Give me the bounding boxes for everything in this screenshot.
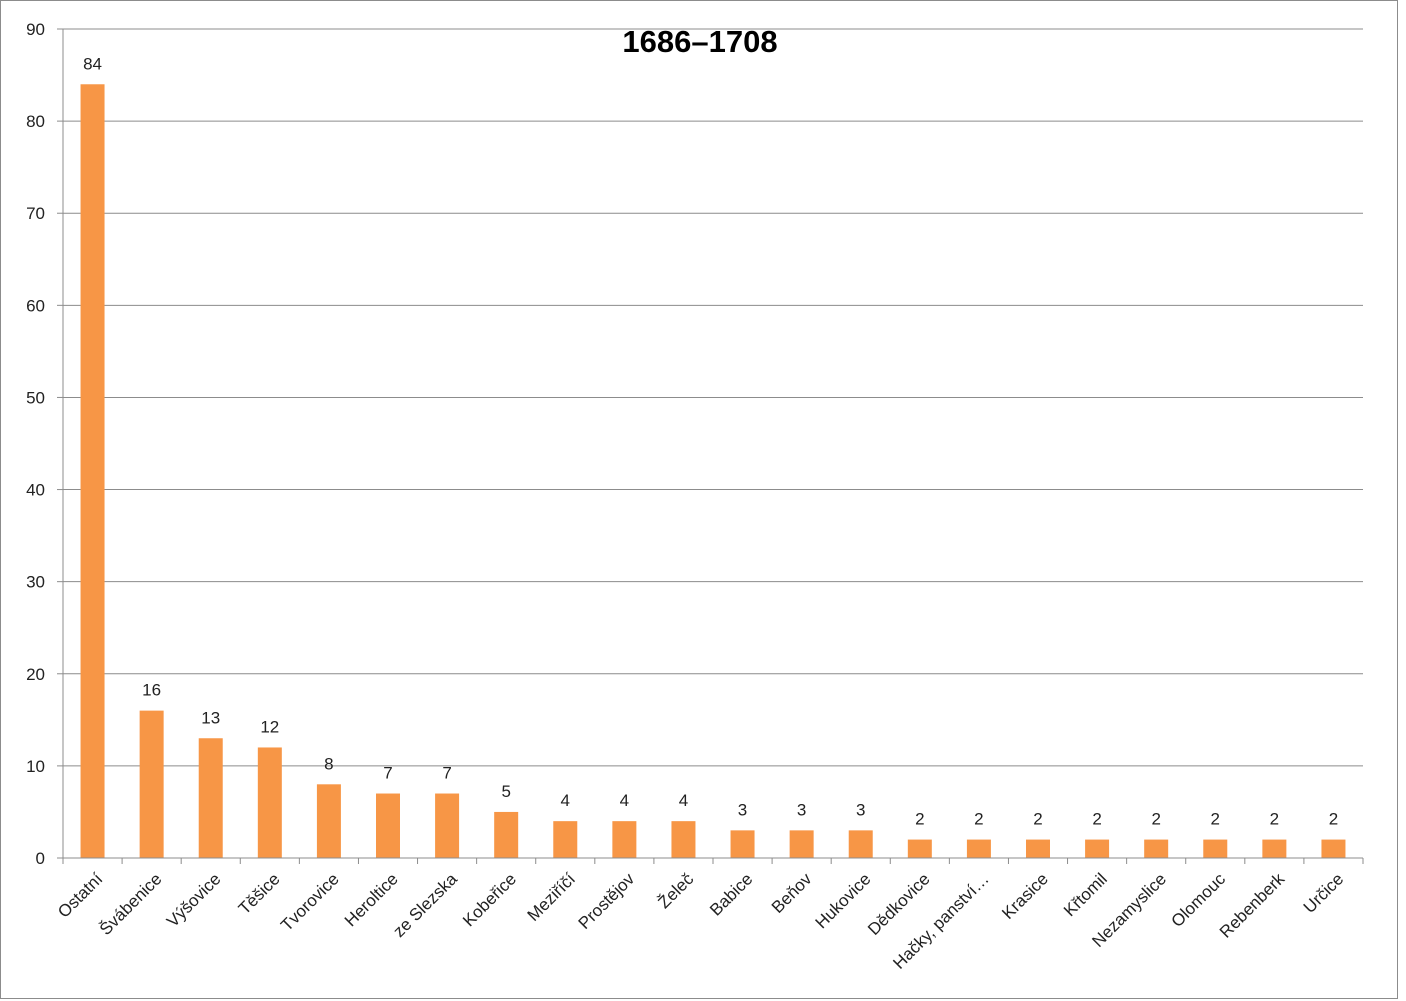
data-label: 4: [561, 791, 570, 810]
bar: [907, 839, 932, 858]
y-axis: 0 10 20 30 40 50 60 70 80 90: [26, 20, 64, 868]
x-tick-label: Hukovice: [812, 869, 875, 932]
bar: [1144, 839, 1169, 858]
data-label: 7: [442, 764, 451, 783]
bar: [671, 821, 696, 858]
bar: [1026, 839, 1050, 858]
bar: [257, 747, 282, 858]
x-tick-label: Kobeřice: [459, 869, 520, 930]
bar: [198, 738, 223, 858]
x-tick-label: Prostějov: [575, 869, 639, 933]
bar: [1203, 839, 1228, 858]
data-label: 4: [620, 791, 629, 810]
x-tick-label: Těšice: [235, 869, 284, 918]
bar: [316, 784, 341, 858]
bar: [376, 793, 400, 858]
x-tick-label: Babice: [706, 869, 756, 919]
data-label: 8: [324, 754, 333, 773]
y-tick-label: 0: [36, 849, 45, 868]
y-tick-label: 80: [26, 112, 45, 131]
bar: [1321, 839, 1346, 858]
y-tick-label: 20: [26, 665, 45, 684]
x-tick-label: Určice: [1300, 869, 1347, 916]
data-label: 12: [260, 717, 279, 736]
x-tick-label: Heroltice: [341, 869, 402, 930]
data-label: 7: [383, 764, 392, 783]
bar: [966, 839, 991, 858]
x-tick-label: Tvorovice: [277, 869, 343, 935]
bar: [553, 821, 578, 858]
data-label: 2: [1329, 810, 1338, 829]
bar: [1085, 839, 1110, 858]
bar: [435, 793, 460, 858]
x-tick-label: Švábenice: [96, 869, 166, 939]
bar: [730, 830, 755, 858]
data-label: 2: [915, 810, 924, 829]
data-label: 2: [1033, 810, 1042, 829]
data-label: 3: [797, 800, 806, 819]
x-tick-label: Křtomil: [1060, 869, 1111, 920]
chart-title: 1686–1708: [622, 24, 777, 59]
bar: [789, 830, 814, 858]
bar: [494, 811, 519, 858]
x-tick-label: Olomouc: [1168, 869, 1230, 931]
y-tick-label: 50: [26, 388, 45, 407]
bar: [848, 830, 873, 858]
data-label: 16: [142, 681, 161, 700]
data-label: 2: [974, 810, 983, 829]
x-tick-label: Beňov: [768, 869, 816, 917]
bar: [139, 710, 164, 858]
data-label: 2: [1211, 810, 1220, 829]
data-labels: 84 16 13 12 8 7 7 5 4 4 4 3 3 3 2 2 2 2 2 2 2 2: [83, 54, 1338, 828]
x-tick-label: Krasice: [998, 869, 1052, 923]
data-label: 3: [738, 800, 747, 819]
gridlines: [63, 28, 1363, 767]
x-tick-label: Meziříčí: [524, 869, 580, 925]
bar: [80, 84, 105, 859]
data-label: 3: [856, 800, 865, 819]
y-tick-label: 70: [26, 204, 45, 223]
data-label: 13: [201, 708, 220, 727]
x-tick-label: Ostatní: [54, 869, 106, 921]
bar: [1262, 839, 1287, 858]
data-label: 4: [679, 791, 688, 810]
y-tick-label: 40: [26, 481, 45, 500]
x-tick-label: Výšovice: [163, 869, 225, 931]
x-tick-label: Želeč: [654, 869, 697, 912]
x-tick-label: Rebenberk: [1216, 869, 1289, 942]
x-tick-label: ze Slezska: [389, 869, 461, 941]
y-tick-label: 90: [26, 20, 45, 39]
y-tick-label: 10: [26, 757, 45, 776]
bar: [612, 821, 637, 858]
data-label: 2: [1092, 810, 1101, 829]
data-label: 2: [1151, 810, 1160, 829]
data-label: 2: [1270, 810, 1279, 829]
y-tick-label: 60: [26, 296, 45, 315]
y-tick-label: 30: [26, 573, 45, 592]
data-label: 5: [501, 782, 510, 801]
bars: [80, 84, 1346, 859]
data-label: 84: [83, 54, 102, 73]
